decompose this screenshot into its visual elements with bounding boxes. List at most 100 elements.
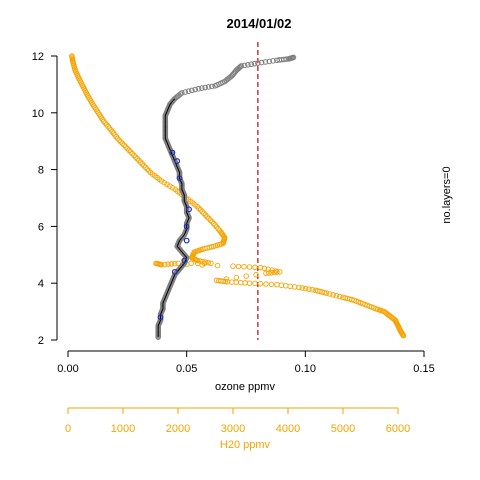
ozone-point <box>202 84 208 91</box>
ozone-point <box>255 60 261 66</box>
ozone-point <box>290 54 297 61</box>
h2o-point <box>126 147 132 154</box>
h2o-series <box>69 53 407 339</box>
h2o-point <box>237 279 244 286</box>
h2o-point <box>121 142 127 148</box>
h2o-point <box>158 178 165 184</box>
h2o-point <box>209 219 215 225</box>
h2o-point <box>271 269 278 276</box>
h2o-axis: 0 1000 2000 3000 4000 5000 6000 <box>65 407 410 435</box>
h2o-point <box>161 179 167 186</box>
ozone-layer-point <box>181 257 188 264</box>
ozone-point <box>241 62 248 69</box>
h2o-point <box>207 217 214 223</box>
ozone-series <box>155 54 297 340</box>
h2o-point <box>257 281 264 287</box>
h2o-point <box>327 291 333 297</box>
h2o-point <box>153 260 159 267</box>
x-axis: 0.00 0.05 0.10 0.15 <box>57 350 435 375</box>
x-axis-label: ozone ppmv <box>215 381 275 393</box>
h2o-point <box>233 274 240 281</box>
h2o-point <box>199 258 206 265</box>
h2o-point <box>309 286 315 293</box>
ozone-point <box>177 91 184 97</box>
ozone-profile-line <box>157 98 190 338</box>
h2o-point <box>302 285 309 292</box>
h2o-tick-label: 2000 <box>166 423 190 435</box>
ozone-point <box>189 87 195 94</box>
h2o-point <box>119 140 126 147</box>
h2o-point <box>194 257 200 264</box>
h2o-point <box>134 156 141 162</box>
h2o-point <box>215 225 221 232</box>
h2o-point <box>132 154 139 160</box>
h2o-point <box>291 284 298 290</box>
h2o-point <box>127 149 134 155</box>
y-tick-label: 4 <box>38 278 44 290</box>
y-tick-label: 12 <box>32 51 44 63</box>
h2o-point <box>321 289 328 296</box>
h2o-point <box>136 157 142 164</box>
h2o-point <box>144 166 150 172</box>
layers-label: no.layers=0 <box>441 166 453 223</box>
h2o-point <box>222 278 229 285</box>
ozone-point <box>192 86 199 93</box>
chart-title: 2014/01/02 <box>226 16 291 31</box>
ozone-layer-point <box>186 206 192 213</box>
h2o-point <box>241 263 247 270</box>
h2o-point <box>243 273 249 279</box>
h2o-tick-label: 0 <box>65 423 71 435</box>
h2o-point <box>171 260 178 267</box>
h2o-point <box>333 292 340 299</box>
ozone-layer-point <box>183 223 190 230</box>
ozone-point <box>258 59 265 66</box>
h2o-point <box>233 279 240 286</box>
h2o-point <box>229 279 235 285</box>
h2o-point <box>194 203 200 210</box>
h2o-point <box>296 284 302 291</box>
h2o-point <box>202 212 209 218</box>
ozone-point <box>248 61 255 68</box>
h2o-point <box>139 161 145 167</box>
h2o-point <box>131 152 137 159</box>
h2o-point <box>278 282 285 288</box>
y-axis: 2 4 6 8 10 12 <box>32 51 58 347</box>
h2o-point <box>274 269 280 275</box>
h2o-point <box>323 290 330 296</box>
ozone-point <box>209 83 215 90</box>
ozone-layer-point <box>176 175 183 182</box>
h2o-point <box>306 286 312 292</box>
h2o-point <box>106 125 113 131</box>
ozone-layer-series <box>157 149 192 321</box>
h2o-point <box>102 120 108 126</box>
h2o-point <box>263 270 269 277</box>
h2o-point <box>196 205 202 211</box>
h2o-point <box>230 263 236 269</box>
h2o-point <box>242 280 248 286</box>
h2o-point <box>165 261 171 267</box>
h2o-point <box>188 260 194 267</box>
h2o-point <box>235 263 242 270</box>
ozone-point <box>199 85 205 91</box>
h2o-point <box>124 145 131 152</box>
h2o-point <box>214 262 221 269</box>
h2o-point <box>168 261 175 267</box>
ozone-point <box>205 84 212 90</box>
h2o-point <box>265 266 271 273</box>
h2o-point <box>204 213 210 220</box>
h2o-point <box>206 215 212 222</box>
h2o-point <box>330 292 336 298</box>
h2o-point <box>336 293 343 300</box>
ozone-point <box>251 60 258 67</box>
ozone-layer-point <box>169 149 176 156</box>
ozone-point <box>270 58 276 64</box>
h2o-point <box>146 167 152 174</box>
h2o-point <box>246 280 253 286</box>
h2o-point <box>122 144 129 150</box>
h2o-tick-label: 1000 <box>111 423 135 435</box>
h2o-tick-label: 5000 <box>331 423 355 435</box>
h2o-point <box>169 185 176 191</box>
h2o-point <box>213 224 220 230</box>
h2o-point <box>246 264 253 270</box>
